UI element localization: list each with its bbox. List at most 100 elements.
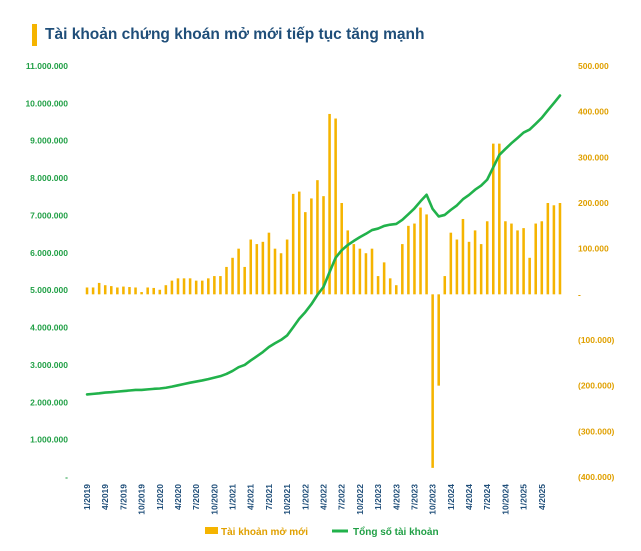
- bar-new-accounts: [194, 280, 198, 295]
- bar-new-accounts: [279, 253, 283, 295]
- bar-new-accounts: [170, 280, 174, 295]
- bar-new-accounts: [164, 285, 168, 295]
- left-axis-ticks: - 1.000.000 2.000.000 3.000.000 4.000.000 5.0…: [25, 61, 68, 482]
- x-tick-label: 10/2023: [428, 484, 438, 515]
- x-tick-label: 1/2024: [446, 484, 456, 510]
- bar-new-accounts: [358, 248, 362, 295]
- left-tick-label: 5.000.000: [30, 285, 68, 295]
- bar-new-accounts: [455, 239, 459, 295]
- bar-new-accounts: [249, 239, 253, 295]
- bar-new-accounts: [528, 257, 531, 295]
- bar-new-accounts: [322, 196, 325, 295]
- bar-new-accounts: [304, 212, 307, 295]
- legend-label-line: Tổng số tài khoản: [353, 526, 439, 538]
- bar-new-accounts: [273, 248, 277, 295]
- bar-new-accounts: [97, 282, 101, 295]
- x-tick-label: 10/2022: [355, 484, 365, 515]
- left-tick-label: 11.000.000: [26, 61, 68, 71]
- bar-new-accounts: [364, 253, 368, 295]
- bar-new-accounts: [558, 203, 562, 295]
- bar-new-accounts: [498, 143, 501, 295]
- left-tick-label: 2.000.000: [30, 397, 68, 407]
- x-tick-label: 10/2021: [282, 484, 292, 515]
- x-tick-label: 4/2025: [537, 484, 547, 510]
- x-tick-label: 10/2020: [209, 484, 219, 515]
- bar-new-accounts: [425, 214, 428, 295]
- bar-new-accounts: [328, 113, 331, 295]
- bar-new-accounts: [231, 257, 234, 295]
- x-tick-label: 4/2020: [173, 484, 183, 510]
- x-tick-label: 10/2019: [137, 484, 147, 515]
- left-tick-label: 8.000.000: [30, 173, 68, 183]
- right-tick-label: 100.000: [578, 244, 609, 254]
- x-tick-label: 7/2023: [409, 484, 419, 510]
- bar-new-accounts: [540, 221, 544, 295]
- bar-new-accounts: [188, 278, 192, 295]
- x-tick-label: 1/2022: [300, 484, 310, 510]
- chart-title-group: Tài khoản chứng khoán mở mới tiếp tục tă…: [32, 24, 424, 46]
- bar-new-accounts: [431, 294, 434, 468]
- bar-new-accounts: [394, 285, 398, 295]
- x-tick-label: 4/2022: [319, 484, 329, 510]
- x-tick-label: 7/2022: [337, 484, 347, 510]
- bar-new-accounts: [140, 292, 143, 295]
- bar-new-accounts: [291, 193, 295, 295]
- bar-new-accounts: [103, 285, 107, 295]
- bar-new-accounts: [182, 278, 186, 295]
- bar-new-accounts: [158, 289, 162, 295]
- right-tick-label: 200.000: [578, 198, 609, 208]
- bar-series-new-accounts: [85, 113, 562, 468]
- bar-new-accounts: [492, 143, 495, 295]
- bar-new-accounts: [91, 287, 95, 295]
- right-tick-label: (200.000): [578, 381, 615, 391]
- bar-new-accounts: [546, 203, 550, 295]
- x-tick-label: 4/2023: [391, 484, 401, 510]
- legend: Tài khoản mở mới Tổng số tài khoản: [205, 526, 439, 538]
- bar-new-accounts: [510, 223, 513, 295]
- bar-new-accounts: [443, 276, 447, 295]
- x-tick-label: 4/2021: [246, 484, 256, 510]
- bar-new-accounts: [516, 230, 519, 295]
- bar-new-accounts: [225, 266, 228, 295]
- left-tick-label: 3.000.000: [30, 360, 68, 370]
- bar-new-accounts: [243, 266, 246, 295]
- x-tick-label: 7/2020: [191, 484, 201, 510]
- right-tick-label: -: [578, 289, 581, 299]
- right-tick-label: (300.000): [578, 426, 615, 436]
- right-tick-label: (100.000): [578, 335, 615, 345]
- x-tick-label: 1/2021: [228, 484, 238, 510]
- x-tick-label: 4/2024: [464, 484, 474, 510]
- bar-new-accounts: [504, 221, 507, 295]
- bar-new-accounts: [376, 276, 380, 295]
- line-total-accounts: [85, 94, 562, 396]
- x-tick-label: 7/2024: [482, 484, 492, 510]
- bar-new-accounts: [176, 278, 180, 295]
- x-tick-label: 1/2020: [155, 484, 165, 510]
- bar-new-accounts: [534, 223, 537, 295]
- bar-new-accounts: [152, 287, 155, 295]
- x-tick-label: 1/2025: [519, 484, 529, 510]
- right-tick-label: 300.000: [578, 152, 609, 162]
- bar-new-accounts: [237, 248, 240, 295]
- line-series-total-accounts: [85, 94, 562, 396]
- bar-new-accounts: [449, 232, 453, 295]
- bar-new-accounts: [85, 287, 89, 295]
- bar-new-accounts: [255, 244, 259, 295]
- x-tick-label: 4/2019: [100, 484, 110, 510]
- bar-new-accounts: [407, 225, 410, 295]
- right-tick-label: (400.000): [578, 472, 615, 482]
- bar-new-accounts: [310, 198, 313, 295]
- left-tick-label: 10.000.000: [25, 98, 68, 108]
- x-tick-label: 1/2019: [82, 484, 92, 510]
- bar-new-accounts: [110, 286, 113, 295]
- bar-new-accounts: [285, 239, 289, 295]
- bar-new-accounts: [346, 230, 350, 295]
- x-tick-label: 10/2024: [500, 484, 510, 515]
- left-tick-label: 9.000.000: [30, 136, 68, 146]
- legend-label-bar: Tài khoản mở mới: [221, 527, 308, 538]
- bar-new-accounts: [467, 241, 471, 295]
- bar-new-accounts: [401, 244, 404, 295]
- bar-new-accounts: [473, 230, 477, 295]
- x-tick-label: 7/2021: [264, 484, 274, 510]
